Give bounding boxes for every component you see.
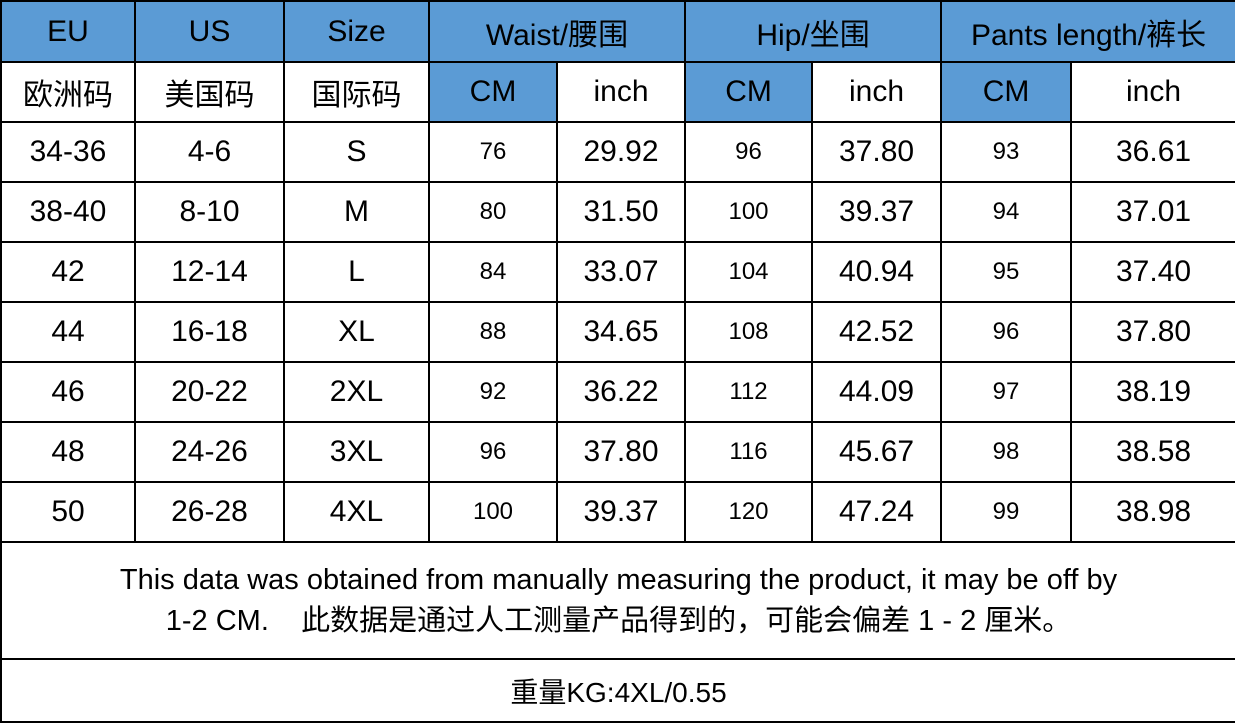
cell-us: 12-14 xyxy=(134,241,285,303)
cell-waist-cm: 76 xyxy=(428,121,558,183)
cell-pants-cm: 96 xyxy=(940,301,1073,363)
cell-eu: 50 xyxy=(0,481,136,543)
cell-hip-inch: 44.09 xyxy=(811,361,943,423)
subheader-waist-inch: inch xyxy=(555,61,687,123)
subheader-eu-cn: 欧洲码 xyxy=(0,61,136,123)
cell-pants-inch: 37.80 xyxy=(1070,301,1235,363)
table-row-3xl: 48 24-26 3XL 96 37.80 116 45.67 98 38.58 xyxy=(0,421,1235,483)
cell-hip-cm: 104 xyxy=(684,241,814,303)
header-pants-length: Pants length/裤长 xyxy=(940,0,1235,63)
cell-us: 8-10 xyxy=(134,181,285,243)
cell-size: XL xyxy=(283,301,430,363)
table-row-l: 42 12-14 L 84 33.07 104 40.94 95 37.40 xyxy=(0,241,1235,303)
measurement-disclaimer-line2: 1-2 CM. 此数据是通过人工测量产品得到的，可能会偏差 1 - 2 厘米。 xyxy=(165,604,1072,637)
cell-hip-cm: 108 xyxy=(684,301,814,363)
cell-pants-cm: 93 xyxy=(940,121,1073,183)
cell-pants-inch: 37.01 xyxy=(1070,181,1235,243)
cell-size: M xyxy=(283,181,430,243)
cell-pants-cm: 99 xyxy=(940,481,1073,543)
cell-size: 2XL xyxy=(283,361,430,423)
header-waist: Waist/腰围 xyxy=(427,0,687,63)
cell-hip-inch: 45.67 xyxy=(811,421,943,483)
cell-waist-inch: 37.80 xyxy=(555,421,687,483)
subheader-hip-inch: inch xyxy=(811,61,943,123)
subheader-waist-cm: CM xyxy=(428,61,558,123)
cell-pants-cm: 95 xyxy=(940,241,1073,303)
cell-waist-inch: 29.92 xyxy=(555,121,687,183)
cell-us: 16-18 xyxy=(134,301,285,363)
cell-hip-inch: 37.80 xyxy=(811,121,943,183)
cell-waist-cm: 100 xyxy=(428,481,558,543)
header-hip: Hip/坐围 xyxy=(684,0,943,63)
cell-hip-cm: 112 xyxy=(684,361,814,423)
table-row-2xl: 46 20-22 2XL 92 36.22 112 44.09 97 38.19 xyxy=(0,361,1235,423)
header-size: Size xyxy=(283,0,430,63)
cell-us: 24-26 xyxy=(134,421,285,483)
cell-size: S xyxy=(283,121,430,183)
cell-hip-cm: 116 xyxy=(684,421,814,483)
cell-waist-cm: 80 xyxy=(428,181,558,243)
cell-size: 4XL xyxy=(283,481,430,543)
cell-waist-inch: 33.07 xyxy=(555,241,687,303)
cell-pants-inch: 36.61 xyxy=(1070,121,1235,183)
cell-hip-inch: 47.24 xyxy=(811,481,943,543)
subheader-pants-cm: CM xyxy=(940,61,1073,123)
cell-waist-inch: 34.65 xyxy=(555,301,687,363)
cell-hip-cm: 120 xyxy=(684,481,814,543)
cell-us: 4-6 xyxy=(134,121,285,183)
cell-waist-inch: 31.50 xyxy=(555,181,687,243)
weight-row: 重量KG:4XL/0.55 xyxy=(0,658,1235,723)
table-row-m: 38-40 8-10 M 80 31.50 100 39.37 94 37.01 xyxy=(0,181,1235,243)
cell-waist-inch: 39.37 xyxy=(555,481,687,543)
cell-pants-inch: 37.40 xyxy=(1070,241,1235,303)
header-row-2: 欧洲码 美国码 国际码 CM inch CM inch CM inch xyxy=(0,61,1235,123)
cell-size: 3XL xyxy=(283,421,430,483)
subheader-size-cn: 国际码 xyxy=(283,61,430,123)
measurement-disclaimer: This data was obtained from manually mea… xyxy=(0,541,1235,660)
header-us: US xyxy=(134,0,285,63)
cell-us: 20-22 xyxy=(134,361,285,423)
cell-eu: 38-40 xyxy=(0,181,136,243)
header-eu: EU xyxy=(0,0,136,63)
table-row-s: 34-36 4-6 S 76 29.92 96 37.80 93 36.61 xyxy=(0,121,1235,183)
cell-hip-inch: 42.52 xyxy=(811,301,943,363)
subheader-hip-cm: CM xyxy=(684,61,814,123)
cell-pants-cm: 94 xyxy=(940,181,1073,243)
cell-pants-cm: 98 xyxy=(940,421,1073,483)
cell-eu: 48 xyxy=(0,421,136,483)
cell-waist-cm: 84 xyxy=(428,241,558,303)
cell-waist-cm: 88 xyxy=(428,301,558,363)
table-row-4xl: 50 26-28 4XL 100 39.37 120 47.24 99 38.9… xyxy=(0,481,1235,543)
measurement-disclaimer-line1: This data was obtained from manually mea… xyxy=(119,564,1118,597)
cell-waist-cm: 92 xyxy=(428,361,558,423)
footnote-row: This data was obtained from manually mea… xyxy=(0,541,1235,660)
cell-waist-cm: 96 xyxy=(428,421,558,483)
cell-eu: 34-36 xyxy=(0,121,136,183)
cell-waist-inch: 36.22 xyxy=(555,361,687,423)
cell-size: L xyxy=(283,241,430,303)
subheader-pants-inch: inch xyxy=(1070,61,1235,123)
cell-eu: 44 xyxy=(0,301,136,363)
subheader-us-cn: 美国码 xyxy=(134,61,285,123)
cell-pants-inch: 38.19 xyxy=(1070,361,1235,423)
cell-hip-cm: 100 xyxy=(684,181,814,243)
cell-hip-inch: 39.37 xyxy=(811,181,943,243)
cell-eu: 46 xyxy=(0,361,136,423)
header-row-1: EU US Size Waist/腰围 Hip/坐围 Pants length/… xyxy=(0,0,1235,63)
cell-pants-cm: 97 xyxy=(940,361,1073,423)
cell-pants-inch: 38.98 xyxy=(1070,481,1235,543)
weight-note: 重量KG:4XL/0.55 xyxy=(0,658,1235,723)
cell-eu: 42 xyxy=(0,241,136,303)
table-row-xl: 44 16-18 XL 88 34.65 108 42.52 96 37.80 xyxy=(0,301,1235,363)
cell-us: 26-28 xyxy=(134,481,285,543)
cell-pants-inch: 38.58 xyxy=(1070,421,1235,483)
cell-hip-inch: 40.94 xyxy=(811,241,943,303)
cell-hip-cm: 96 xyxy=(684,121,814,183)
